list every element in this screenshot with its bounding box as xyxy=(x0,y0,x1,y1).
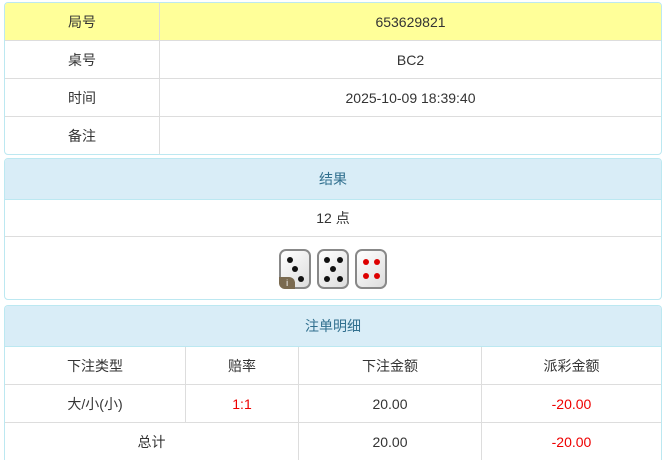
label: 局号 xyxy=(5,3,160,41)
label: 备注 xyxy=(5,117,160,155)
die-4 xyxy=(355,249,387,289)
result-panel: 结果 12 点 i xyxy=(4,158,662,300)
row-remark: 备注 xyxy=(5,117,661,155)
info-icon[interactable]: i xyxy=(279,277,295,289)
col-header: 派彩金额 xyxy=(482,347,662,385)
total-payout: -20.00 xyxy=(482,423,662,460)
col-header: 赔率 xyxy=(186,347,299,385)
die-5 xyxy=(317,249,349,289)
bet-type: 大/小(小) xyxy=(5,385,186,423)
value: BC2 xyxy=(160,41,662,79)
total-amount: 20.00 xyxy=(299,423,482,460)
odds: 1:1 xyxy=(186,385,299,423)
value: 2025-10-09 18:39:40 xyxy=(160,79,662,117)
bets-header-row: 下注类型赔率下注金额派彩金额 xyxy=(5,347,661,385)
total-label: 总计 xyxy=(5,423,299,460)
payout: -20.00 xyxy=(482,385,662,423)
die-3: i xyxy=(279,249,311,289)
col-header: 下注金额 xyxy=(299,347,482,385)
dice-row: i xyxy=(5,237,661,299)
result-points: 12 点 xyxy=(5,200,661,237)
label: 时间 xyxy=(5,79,160,117)
value xyxy=(160,117,662,155)
value: 653629821 xyxy=(160,3,662,41)
col-header: 下注类型 xyxy=(5,347,186,385)
bets-title: 注单明细 xyxy=(5,306,661,347)
bet-amount: 20.00 xyxy=(299,385,482,423)
label: 桌号 xyxy=(5,41,160,79)
result-title: 结果 xyxy=(5,159,661,200)
